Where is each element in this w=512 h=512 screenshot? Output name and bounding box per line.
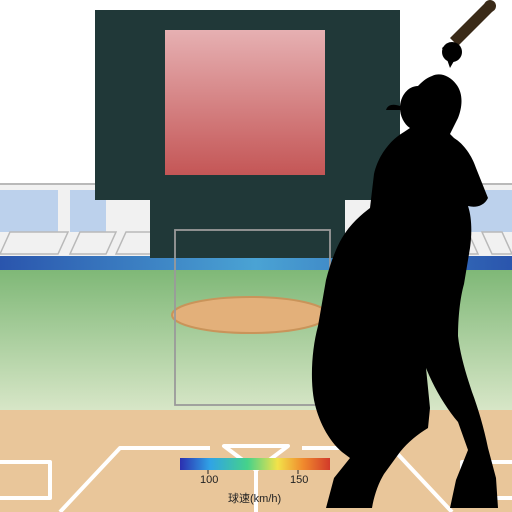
- pitch-location-diagram: 100 150 球速(km/h): [0, 0, 512, 512]
- scoreboard-base: [150, 200, 345, 258]
- bat-knob: [484, 0, 496, 12]
- pitchers-mound: [172, 297, 328, 333]
- speed-tick-100: 100: [200, 474, 218, 486]
- scoreboard-screen: [165, 30, 325, 175]
- sky-slit: [0, 190, 58, 232]
- stand-panel: [0, 232, 68, 254]
- speed-colorbar: [180, 458, 330, 470]
- batter-hands: [442, 42, 462, 62]
- speed-tick-150: 150: [290, 474, 308, 486]
- scene-svg: [0, 0, 512, 512]
- speed-axis-label: 球速(km/h): [228, 490, 281, 506]
